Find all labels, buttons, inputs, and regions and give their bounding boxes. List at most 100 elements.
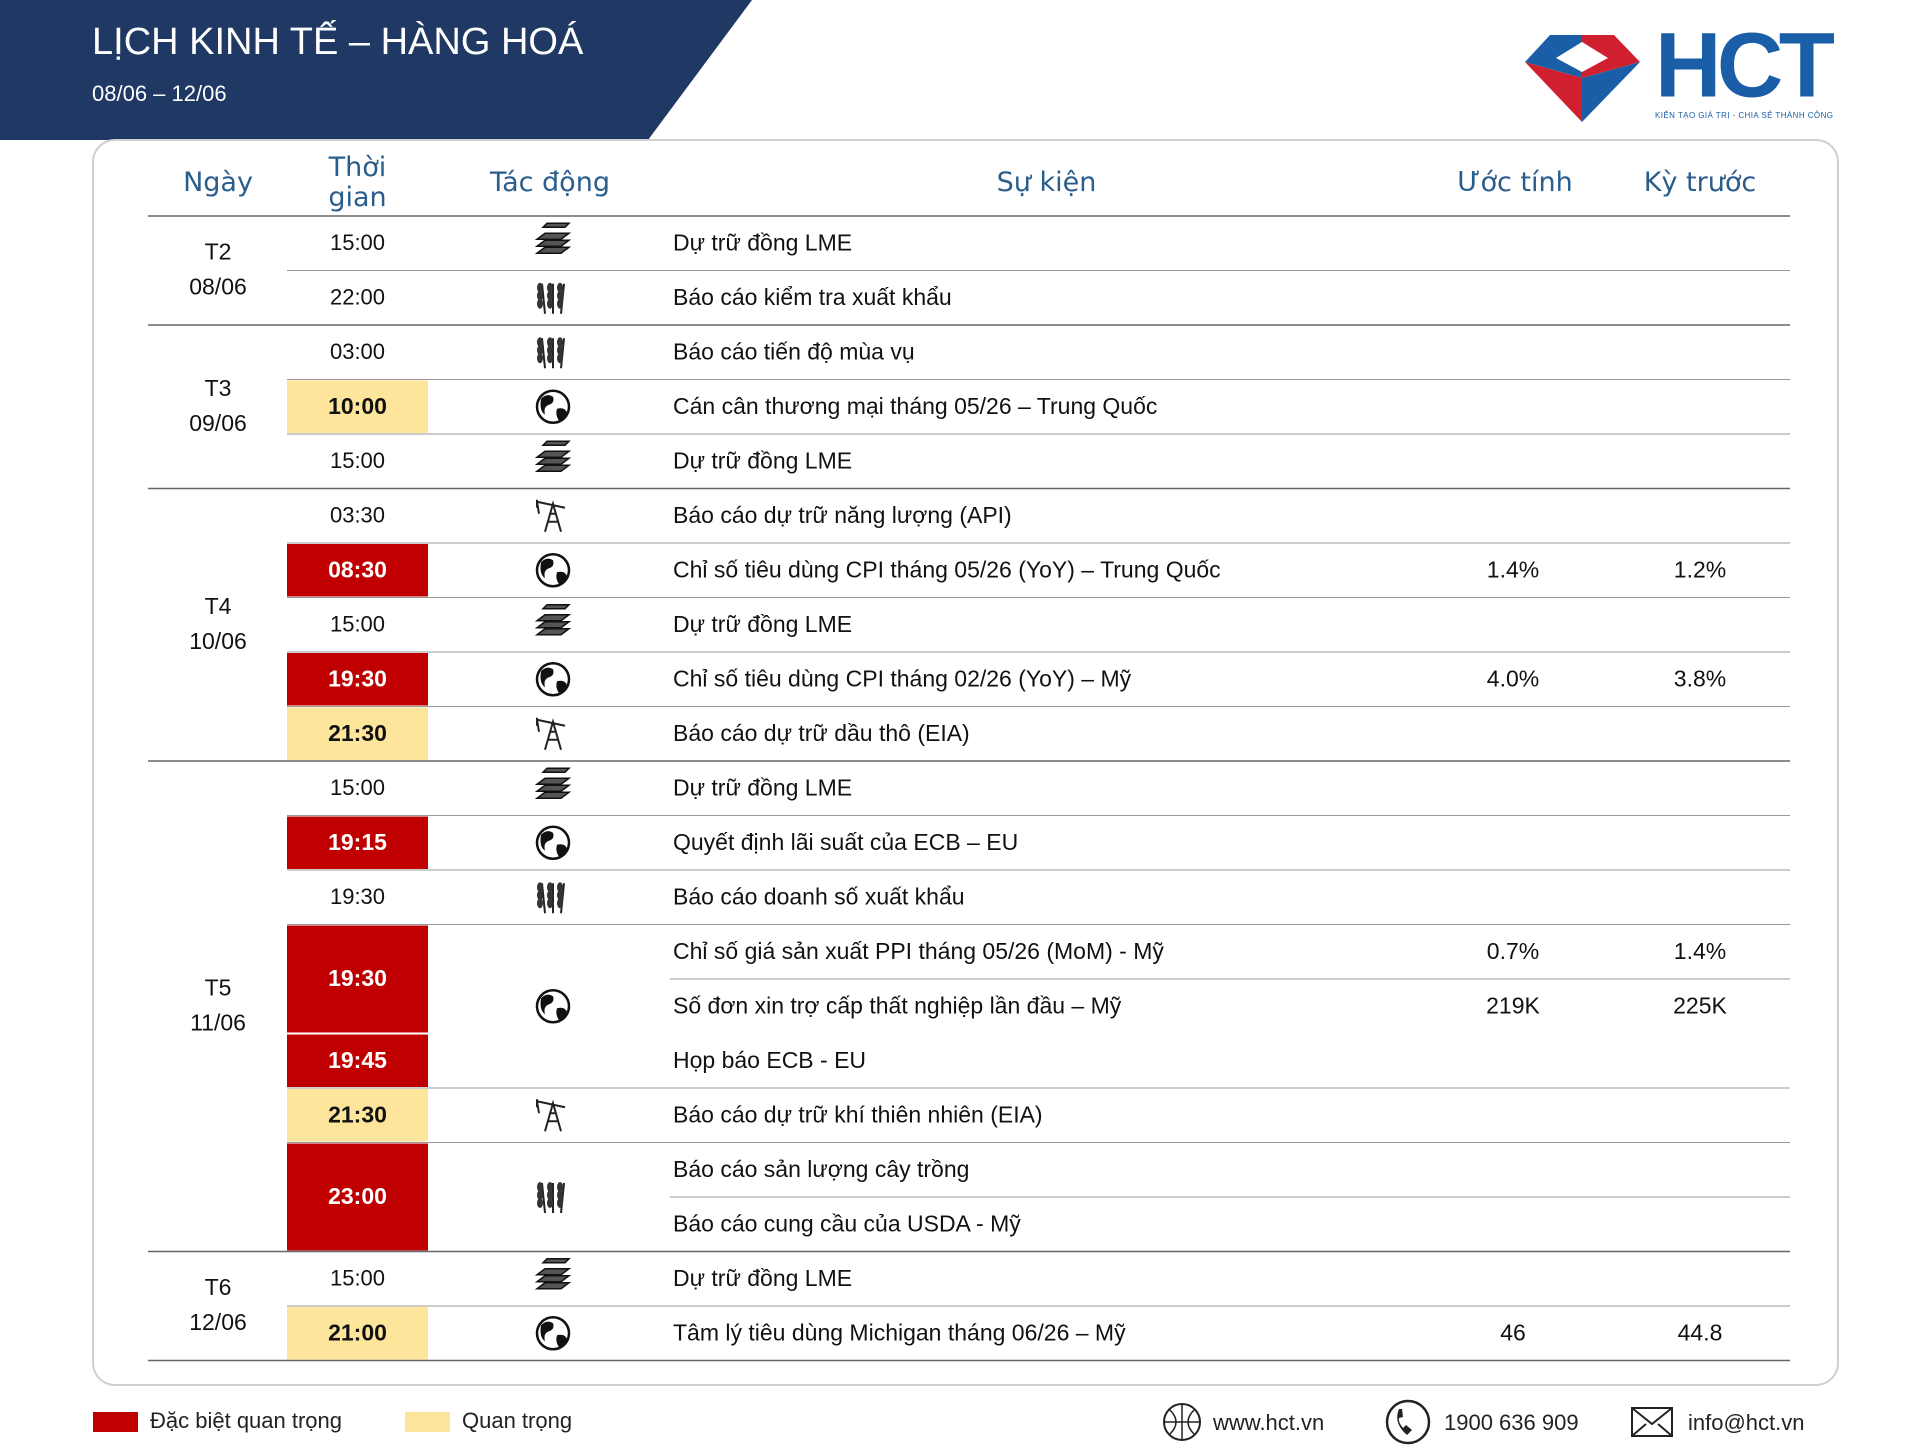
time-highlight — [287, 925, 428, 1033]
impact-icon — [535, 825, 571, 860]
impact-icon — [534, 767, 572, 799]
event-name: Số đơn xin trợ cấp thất nghiệp lần đầu –… — [673, 992, 1122, 1018]
legend-swatch — [93, 1412, 138, 1432]
grain — [537, 337, 543, 348]
time: 22:00 — [330, 285, 385, 310]
grain — [557, 282, 563, 293]
derrick — [536, 1099, 566, 1132]
column-header: Ước tính — [1457, 167, 1573, 198]
legend-label: Quan trọng — [462, 1408, 572, 1433]
grain — [547, 290, 553, 301]
forecast: 0.7% — [1487, 938, 1539, 964]
grain — [557, 290, 563, 301]
time: 21:30 — [328, 1101, 387, 1127]
column-header: Ngày — [183, 167, 253, 198]
day: T5 — [205, 974, 232, 1000]
grain — [547, 1198, 553, 1208]
ingot — [534, 784, 572, 792]
land — [540, 558, 567, 585]
grain — [557, 890, 563, 901]
land — [540, 994, 567, 1021]
previous: 44.8 — [1678, 1319, 1723, 1345]
event-name: Quyết định lãi suất của ECB – EU — [673, 829, 1018, 855]
time-highlight — [287, 1089, 428, 1142]
impact-icon — [536, 1099, 566, 1132]
ring — [1385, 1399, 1431, 1445]
date: 09/06 — [189, 410, 247, 436]
stem — [560, 283, 565, 314]
grain — [537, 1190, 543, 1200]
impact-icon — [534, 1258, 572, 1290]
event-name: Báo cáo cung cầu của USDA - Mỹ — [673, 1210, 1021, 1236]
grain — [547, 353, 553, 364]
impact-icon — [535, 389, 571, 424]
column-header-box: Kỳ trước — [1643, 167, 1757, 198]
mail-icon — [1631, 1407, 1673, 1437]
grain — [557, 1198, 563, 1208]
column-header-box: Ngày — [183, 167, 253, 198]
grain — [547, 298, 553, 309]
impact-icon — [536, 717, 566, 751]
ingot — [541, 222, 571, 228]
event-name: Báo cáo doanh số xuất khẩu — [673, 883, 965, 909]
event-name: Họp báo ECB - EU — [673, 1047, 866, 1073]
title: LỊCH KINH TẾ – HÀNG HOÁ — [92, 19, 584, 63]
time: 15:00 — [330, 448, 385, 473]
ingot — [534, 777, 572, 785]
event-name: Báo cáo sản lượng cây trồng — [673, 1156, 969, 1182]
grain — [547, 882, 553, 893]
time: 19:30 — [330, 884, 385, 909]
grain — [537, 298, 543, 309]
ingot — [534, 621, 572, 629]
event-name: Chỉ số tiêu dùng CPI tháng 05/26 (YoY) –… — [673, 556, 1221, 582]
event-name: Báo cáo dự trữ dầu thô (EIA) — [673, 720, 970, 746]
column-header: Tác động — [490, 167, 610, 198]
land — [540, 395, 567, 421]
grain — [547, 337, 553, 348]
impact-icon — [534, 604, 572, 636]
day: T6 — [205, 1274, 232, 1300]
event-name: Chỉ số tiêu dùng CPI tháng 02/26 (YoY) –… — [673, 665, 1132, 691]
web-icon — [1163, 1403, 1201, 1441]
grain — [547, 1182, 553, 1192]
grain — [547, 282, 553, 293]
ingot — [541, 1258, 571, 1264]
grain — [557, 298, 563, 309]
previous: 1.4% — [1674, 938, 1726, 964]
grain — [557, 898, 563, 909]
derrick — [536, 499, 566, 533]
event-name: Dự trữ đồng LME — [673, 229, 852, 255]
column-header-box: Tác động — [490, 167, 610, 198]
time: 03:00 — [330, 339, 385, 364]
land — [540, 667, 567, 694]
grain — [537, 345, 543, 356]
grain — [557, 1182, 563, 1192]
stem — [560, 883, 565, 914]
ingot — [534, 791, 572, 799]
land — [540, 831, 567, 857]
time: 23:00 — [328, 1183, 387, 1209]
event-name: Cán cân thương mại tháng 05/26 – Trung Q… — [673, 393, 1157, 419]
header-band — [0, 0, 752, 140]
forecast: 1.4% — [1487, 556, 1539, 582]
event-name: Dự trữ đồng LME — [673, 447, 852, 473]
time: 15:00 — [330, 230, 385, 255]
ingot — [541, 767, 571, 773]
phone-icon — [1385, 1399, 1431, 1445]
day: T2 — [205, 239, 232, 265]
column-header: Kỳ trước — [1643, 167, 1757, 198]
grain — [557, 882, 563, 893]
date-range: 08/06 – 12/06 — [92, 81, 227, 106]
grain — [537, 898, 543, 909]
impact-icon — [537, 337, 565, 369]
time: 19:30 — [328, 665, 387, 691]
forecast: 4.0% — [1487, 665, 1539, 691]
flap — [1631, 1407, 1673, 1437]
event-name: Dự trữ đồng LME — [673, 611, 852, 637]
column-header: Sự kiện — [996, 167, 1097, 198]
grain — [537, 290, 543, 301]
time: 15:00 — [330, 612, 385, 637]
legend-swatch — [405, 1412, 450, 1432]
handset — [1397, 1409, 1412, 1435]
